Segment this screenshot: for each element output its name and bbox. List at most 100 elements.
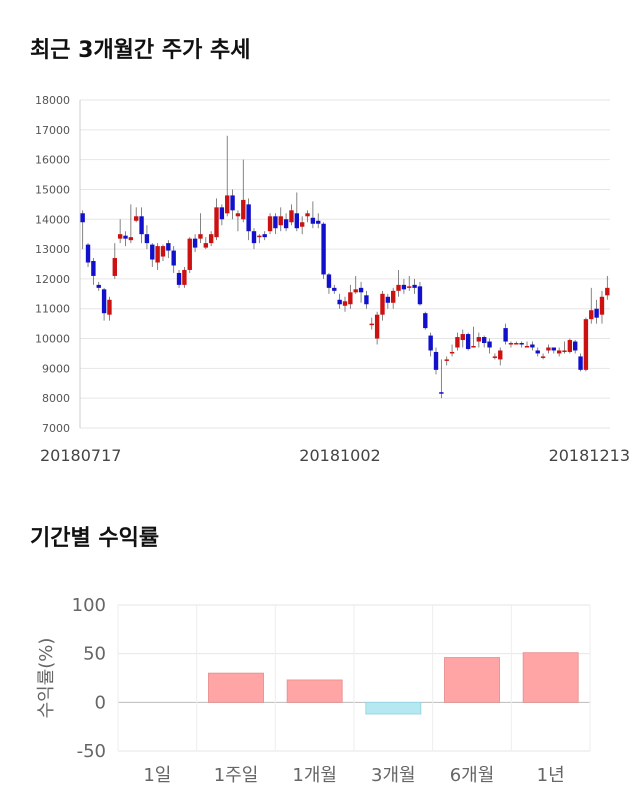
candle-body xyxy=(578,356,583,370)
candle-body xyxy=(257,235,262,238)
y-tick-label: 14000 xyxy=(35,213,70,226)
candle-body xyxy=(465,334,471,349)
y-tick-label: 50 xyxy=(83,644,106,665)
y-tick-label: 100 xyxy=(72,595,106,616)
candle-body xyxy=(380,293,385,315)
period-return-title: 기간별 수익률 xyxy=(30,526,160,551)
date-label: 20180717 xyxy=(40,446,121,465)
category-label: 1주일 xyxy=(214,765,259,786)
candle-body xyxy=(487,341,492,348)
candle-body xyxy=(273,216,278,229)
candle-body xyxy=(535,350,540,354)
category-label: 3개월 xyxy=(371,765,416,786)
y-tick-label: 15000 xyxy=(35,183,70,196)
candle-body xyxy=(225,195,230,214)
y-tick-label: 11000 xyxy=(35,303,70,316)
date-label: 20181002 xyxy=(299,446,380,465)
candle-body xyxy=(390,290,396,303)
candle-body xyxy=(123,235,128,239)
candle-body xyxy=(166,243,171,251)
candle-body xyxy=(128,237,134,241)
candle-body xyxy=(117,234,123,239)
candle-body xyxy=(160,246,166,257)
candle-body xyxy=(332,287,337,291)
y-tick-label: 16000 xyxy=(35,154,70,167)
price-candlestick-chart: 7000 8000 9000 10000 11000 12000 13000 14000 150… xyxy=(35,94,630,465)
candle-body xyxy=(439,392,444,394)
candle-body xyxy=(492,356,498,358)
candle-body xyxy=(407,286,412,288)
return-bar xyxy=(444,657,500,703)
candle-body xyxy=(310,217,316,224)
candle-body xyxy=(342,301,348,306)
candle-body xyxy=(283,219,289,229)
candle-body xyxy=(107,299,112,315)
price-trend-title: 최근 3개월간 주가 추세 xyxy=(30,38,251,63)
candle-body xyxy=(546,347,551,351)
y-tick-label: 12000 xyxy=(35,273,70,286)
candle-body xyxy=(503,328,508,342)
candle-body xyxy=(321,223,326,275)
candle-body xyxy=(251,231,257,244)
candle-body xyxy=(267,216,273,232)
y-tick-label: 8000 xyxy=(42,392,70,405)
candle-body xyxy=(246,204,251,232)
candle-body xyxy=(80,213,85,223)
candle-body xyxy=(444,359,449,361)
candle-body xyxy=(176,272,182,285)
y-tick-label: 10000 xyxy=(35,333,70,346)
candle-body xyxy=(556,350,562,354)
candle-body xyxy=(476,337,482,342)
candle-body xyxy=(278,216,283,226)
candle-body xyxy=(241,199,246,220)
category-label: 6개월 xyxy=(450,765,495,786)
candle-body xyxy=(589,310,594,320)
candle-body xyxy=(412,284,417,288)
candle-body xyxy=(91,261,96,276)
candle-body xyxy=(530,344,535,348)
category-label: 1일 xyxy=(143,765,171,786)
candle-body xyxy=(171,250,176,266)
y-axis-title: 수익률(%) xyxy=(36,638,57,719)
candle-body xyxy=(433,351,439,370)
candle-body xyxy=(524,346,530,348)
candle-body xyxy=(85,244,91,263)
return-bar xyxy=(208,672,264,703)
candle-body xyxy=(203,243,209,248)
candle-body xyxy=(230,195,235,211)
return-bar xyxy=(286,679,343,703)
candle-body xyxy=(428,335,433,351)
y-tick-label: 17000 xyxy=(35,124,70,137)
candle-body xyxy=(294,213,300,229)
candle-body xyxy=(112,258,117,276)
candle-body xyxy=(540,356,546,358)
period-return-bar-chart: 100 50 0 -50 1일 1주일 1개월 3개월 6개월 1년 수익률(%) xyxy=(36,595,591,786)
candle-body xyxy=(262,234,267,238)
candle-body xyxy=(96,284,101,288)
candle-body xyxy=(139,216,144,235)
candle-body xyxy=(455,337,460,348)
candle-body xyxy=(134,216,139,221)
candle-body xyxy=(519,343,524,345)
candle-body xyxy=(567,340,573,352)
candle-body xyxy=(385,296,391,303)
return-bar xyxy=(365,701,422,715)
candle-body xyxy=(573,341,578,351)
candle-body xyxy=(101,289,107,314)
candle-body xyxy=(358,287,364,293)
candle-body xyxy=(460,334,465,341)
y-tick-label: 9000 xyxy=(42,362,70,375)
candle-body xyxy=(144,234,150,244)
candle-body xyxy=(316,220,321,224)
candle-body xyxy=(219,207,225,220)
candle-body xyxy=(305,213,310,217)
candle-body xyxy=(508,343,514,345)
candle-body xyxy=(182,269,187,285)
candle-body xyxy=(150,244,155,260)
candle-body xyxy=(369,323,374,326)
return-bar xyxy=(522,652,579,703)
candle-body xyxy=(498,350,503,360)
date-label: 20181213 xyxy=(549,446,630,465)
candle-body xyxy=(401,284,407,290)
candle-body xyxy=(471,346,476,348)
